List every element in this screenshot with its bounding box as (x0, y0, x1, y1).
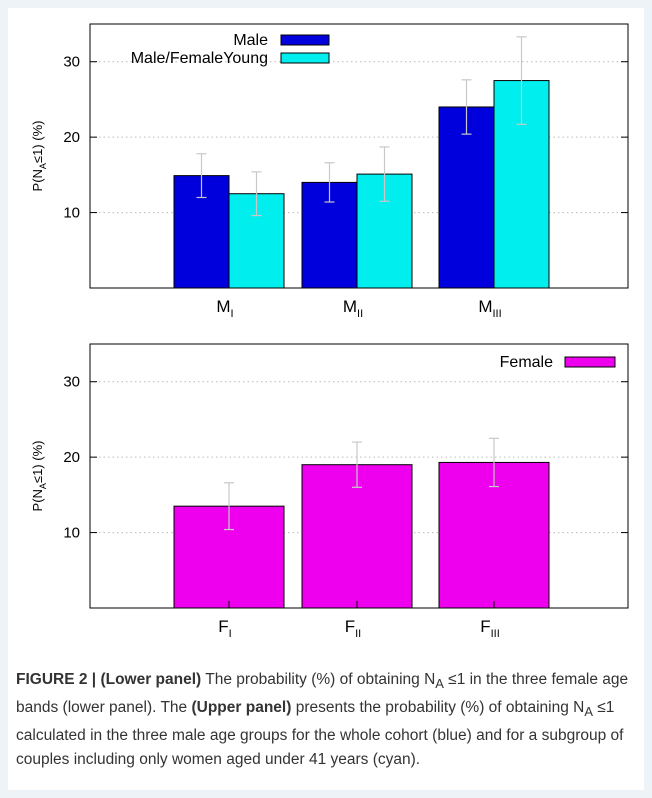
y-tick-label-10: 10 (63, 205, 80, 222)
x-tick-label-mi: MI (216, 297, 233, 320)
y-axis-label: P(NA≤1) (%) (30, 441, 48, 512)
caption-sub-a-2: A (584, 704, 593, 720)
x-tick-label-fii: FII (345, 617, 362, 640)
y-tick-label-20: 20 (63, 129, 80, 146)
plot-frame (89, 23, 629, 289)
legend-label-1: Male (233, 32, 268, 49)
figure-label: FIGURE 2 | (16, 671, 101, 688)
y-axis-label: P(NA≤1) (%) (30, 121, 48, 192)
y-tick-label-30: 30 (63, 54, 80, 71)
upper-panel: 10 20 30 P(NA≤1) (%) MI MII MIII MaleMale/Femal… (30, 23, 629, 320)
caption-text-4: ≤1 calculated in the three male age grou… (16, 699, 624, 769)
legend-swatch-2 (280, 52, 330, 64)
figure-caption: FIGURE 2 | (Lower panel) The probability… (16, 668, 636, 772)
legend-label-female: Female (500, 354, 553, 371)
plot-frame (89, 343, 629, 609)
caption-text-2: ≤1 in the three female age bands (lower … (16, 671, 629, 717)
x-tick-label-miii: MIII (478, 297, 501, 320)
caption-text-3: presents the probability (%) of obtainin… (291, 699, 585, 717)
lower-panel-label: (Lower panel) (100, 671, 202, 688)
bar-female-2 (301, 464, 413, 609)
y-tick-label-10: 10 (63, 525, 80, 542)
upper-panel-label: (Upper panel) (191, 699, 292, 717)
x-tick-label-fi: FI (218, 617, 231, 640)
caption-text-1: The probability (%) of obtaining N (201, 671, 436, 688)
legend-swatch-1 (280, 34, 330, 46)
chart-canvas: 10 20 30 P(NA≤1) (%) MI MII MIII MaleMale/Femal… (30, 23, 629, 640)
y-tick-label-20: 20 (63, 449, 80, 466)
x-tick-label-fiii: FIII (480, 617, 500, 640)
caption-sub-a: A (435, 676, 444, 692)
y-tick-label-30: 30 (63, 374, 80, 391)
legend-label-2: Male/FemaleYoung (131, 50, 268, 67)
lower-panel: 10 20 30 P(NA≤1) (%) FI FII FIII Female (30, 343, 629, 640)
legend-swatch-female (564, 356, 616, 368)
x-tick-label-mii: MII (343, 297, 363, 320)
bar-male-3 (438, 106, 495, 289)
